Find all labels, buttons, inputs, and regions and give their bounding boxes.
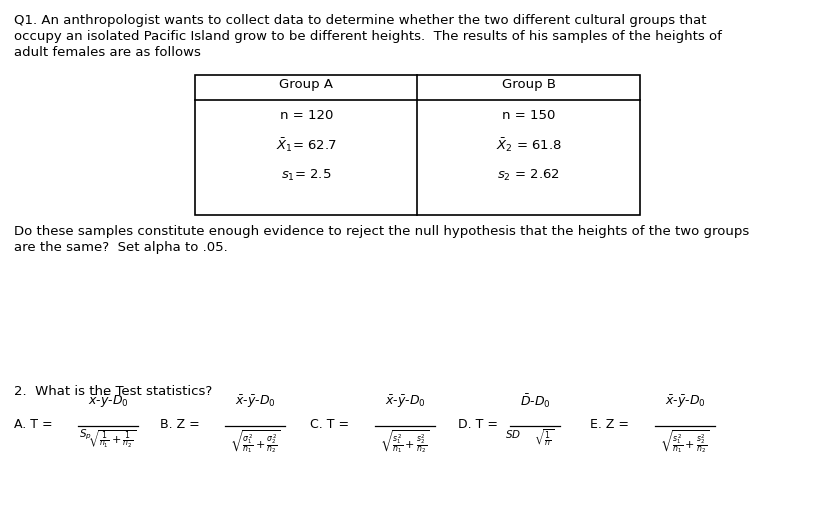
- Text: $\sqrt{\frac{s_1^2}{n_1}+\frac{s_2^2}{n_2}}$: $\sqrt{\frac{s_1^2}{n_1}+\frac{s_2^2}{n_…: [659, 428, 709, 455]
- Text: $s_2$ = 2.62: $s_2$ = 2.62: [497, 167, 560, 183]
- Text: $\sqrt{\frac{1}{n}}$: $\sqrt{\frac{1}{n}}$: [533, 428, 553, 449]
- Text: $\bar{D}$-$D_0$: $\bar{D}$-$D_0$: [519, 392, 550, 410]
- Text: $\sqrt{\frac{s_1^2}{n_1}+\frac{s_2^2}{n_2}}$: $\sqrt{\frac{s_1^2}{n_1}+\frac{s_2^2}{n_…: [380, 428, 429, 455]
- Text: are the same?  Set alpha to .05.: are the same? Set alpha to .05.: [14, 241, 227, 254]
- Text: adult females are as follows: adult females are as follows: [14, 46, 201, 59]
- Text: E. Z =: E. Z =: [590, 418, 629, 432]
- Bar: [195, 75, 639, 215]
- Text: $SD$: $SD$: [504, 428, 520, 440]
- Text: n = 120: n = 120: [280, 108, 332, 122]
- Text: Group A: Group A: [279, 78, 332, 91]
- Text: $S_p$: $S_p$: [79, 428, 91, 442]
- Text: $\sqrt{\frac{\sigma_1^2}{n_1}+\frac{\sigma_2^2}{n_2}}$: $\sqrt{\frac{\sigma_1^2}{n_1}+\frac{\sig…: [229, 428, 280, 455]
- Text: $\bar{x}$-$\bar{y}$-$D_0$: $\bar{x}$-$\bar{y}$-$D_0$: [664, 393, 705, 410]
- Text: $\bar{X}_2$ = 61.8: $\bar{X}_2$ = 61.8: [495, 136, 561, 154]
- Text: $\sqrt{\frac{1}{n_1}+\frac{1}{n_2}}$: $\sqrt{\frac{1}{n_1}+\frac{1}{n_2}}$: [88, 428, 136, 449]
- Text: Q1. An anthropologist wants to collect data to determine whether the two differe: Q1. An anthropologist wants to collect d…: [14, 14, 705, 27]
- Text: $\bar{x}$-$\bar{y}$-$D_0$: $\bar{x}$-$\bar{y}$-$D_0$: [234, 393, 275, 410]
- Text: Do these samples constitute enough evidence to reject the null hypothesis that t: Do these samples constitute enough evide…: [14, 225, 748, 238]
- Text: $\bar{x}$-$\bar{y}$-$D_0$: $\bar{x}$-$\bar{y}$-$D_0$: [88, 393, 128, 410]
- Text: $s_1$= 2.5: $s_1$= 2.5: [280, 167, 331, 183]
- Text: 2.  What is the Test statistics?: 2. What is the Test statistics?: [14, 385, 212, 398]
- Text: n = 150: n = 150: [501, 108, 555, 122]
- Text: $\bar{x}$-$\bar{y}$-$D_0$: $\bar{x}$-$\bar{y}$-$D_0$: [385, 393, 425, 410]
- Text: A. T =: A. T =: [14, 418, 53, 432]
- Text: C. T =: C. T =: [309, 418, 349, 432]
- Text: D. T =: D. T =: [457, 418, 497, 432]
- Text: $\bar{X}_1$= 62.7: $\bar{X}_1$= 62.7: [275, 136, 337, 154]
- Text: occupy an isolated Pacific Island grow to be different heights.  The results of : occupy an isolated Pacific Island grow t…: [14, 30, 721, 43]
- Text: B. Z =: B. Z =: [160, 418, 199, 432]
- Text: Group B: Group B: [501, 78, 555, 91]
